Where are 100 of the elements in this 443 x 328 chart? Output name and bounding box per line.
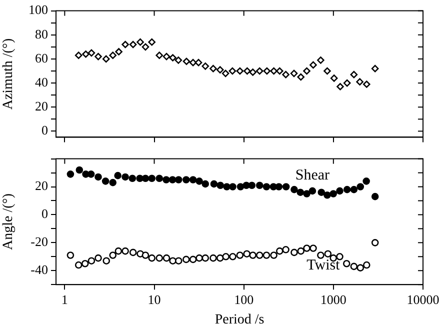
point: [330, 74, 338, 82]
point: [74, 261, 82, 269]
x-tick-label: 100: [234, 292, 254, 307]
point: [142, 252, 150, 259]
point: [362, 261, 370, 269]
point: [94, 173, 102, 181]
y-axis-title: Azimuth /(°): [1, 38, 16, 110]
point: [362, 178, 370, 185]
point: [362, 80, 370, 88]
point: [243, 250, 250, 258]
point: [356, 264, 364, 272]
point: [317, 56, 324, 64]
point: [194, 58, 202, 66]
point: [324, 191, 331, 199]
point: [109, 178, 117, 186]
y-tick-label: 80: [35, 26, 48, 42]
point: [297, 247, 305, 255]
point: [128, 174, 136, 182]
point: [336, 82, 344, 90]
point: [182, 176, 190, 184]
point: [236, 252, 244, 259]
point: [210, 180, 218, 188]
point: [66, 252, 74, 259]
point: [282, 246, 290, 254]
point: [94, 254, 102, 262]
point: [248, 182, 256, 190]
point: [270, 252, 278, 259]
point: [174, 257, 182, 264]
point: [236, 183, 244, 190]
point: [290, 186, 298, 194]
point: [196, 254, 203, 262]
point: [82, 50, 90, 58]
point: [256, 67, 264, 75]
point: [282, 70, 290, 78]
point: [310, 61, 317, 69]
point: [76, 166, 84, 174]
point: [371, 192, 379, 200]
y-tick-label: -40: [30, 262, 48, 278]
point: [189, 256, 197, 264]
point: [282, 183, 290, 190]
point: [308, 187, 316, 195]
point: [129, 248, 137, 256]
y-tick-label: 60: [35, 50, 48, 66]
point: [303, 244, 310, 252]
point: [249, 68, 256, 76]
point: [262, 183, 270, 190]
point: [371, 64, 379, 72]
point: [275, 183, 283, 190]
point: [189, 58, 197, 66]
point: [156, 254, 164, 262]
point: [222, 252, 230, 260]
point: [336, 252, 344, 260]
point: [114, 172, 122, 180]
y-axis-title: Angle /(°): [1, 193, 16, 250]
point: [296, 188, 304, 196]
point: [276, 67, 284, 75]
point: [310, 244, 317, 252]
point: [109, 52, 117, 59]
point: [168, 176, 176, 184]
point: [115, 48, 122, 56]
x-tick-label: 10: [148, 292, 161, 307]
point: [87, 170, 95, 178]
y-tick-label: 0: [42, 206, 48, 222]
point: [249, 252, 256, 259]
point: [228, 67, 236, 75]
point: [356, 183, 364, 190]
point: [102, 55, 110, 63]
point: [318, 188, 326, 196]
point: [88, 257, 96, 264]
point: [303, 67, 310, 75]
point: [174, 56, 182, 64]
point: [223, 183, 230, 190]
point: [136, 38, 144, 46]
point: [256, 252, 264, 259]
point: [74, 52, 82, 59]
point: [196, 178, 203, 185]
point: [162, 52, 170, 60]
point: [109, 252, 117, 259]
point: [350, 262, 358, 270]
point: [129, 40, 137, 48]
point: [350, 70, 358, 78]
point: [216, 254, 224, 262]
point: [303, 190, 310, 198]
point: [222, 70, 230, 78]
point: [290, 248, 298, 256]
point: [156, 174, 164, 182]
point: [330, 190, 337, 198]
point: [356, 78, 364, 86]
x-axis-title: Period /s: [214, 312, 264, 328]
point: [270, 67, 278, 75]
point: [102, 178, 110, 185]
point: [229, 183, 236, 190]
point: [216, 66, 224, 74]
point: [182, 256, 190, 264]
legend-label: Shear: [295, 167, 330, 184]
point: [317, 252, 324, 259]
point: [343, 186, 351, 194]
point: [94, 52, 102, 60]
point: [174, 176, 182, 184]
point: [114, 247, 122, 255]
